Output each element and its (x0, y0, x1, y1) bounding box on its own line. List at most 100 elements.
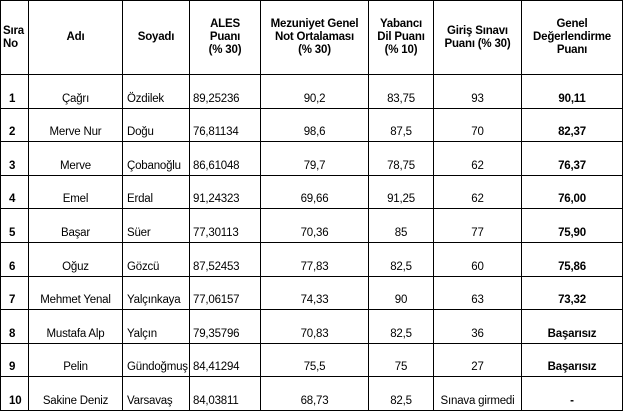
cell-gpa: 70,83 (260, 309, 369, 344)
header-line: Giriş Sınavı (447, 24, 508, 37)
cell-first-name: Oğuz (28, 241, 123, 277)
cell-ales: 76,81134 (189, 107, 261, 143)
cell-ales: 91,24323 (189, 174, 261, 210)
table-row: 3 Merve Çobanoğlu 86,61048 79,7 78,75 62… (0, 141, 623, 176)
cell-no: 6 (0, 241, 29, 277)
cell-last-name: Gündoğmuş (122, 342, 190, 378)
cell-overall: 75,86 (521, 241, 623, 277)
cell-last-name: Süer (122, 208, 190, 243)
header-line: Soyadı (137, 31, 175, 43)
cell-first-name: Sakine Deniz (28, 376, 123, 411)
cell-entrance: 36 (433, 309, 522, 344)
cell-last-name: Yalçınkaya (122, 275, 190, 311)
header-line: Dil Puanı (377, 31, 425, 43)
cell-no: 8 (0, 309, 29, 344)
header-line: Puanı (% 30) (444, 37, 511, 50)
cell-gpa: 69,66 (260, 174, 369, 210)
cell-first-name: Başar (28, 208, 123, 243)
cell-entrance: 93 (433, 74, 522, 109)
cell-ales: 84,41294 (189, 342, 261, 378)
cell-language: 90 (368, 275, 434, 311)
cell-entrance: 70 (433, 107, 522, 143)
cell-gpa: 68,73 (260, 376, 369, 411)
header-line: Puanı (556, 44, 588, 56)
cell-no: 3 (0, 141, 29, 176)
cell-last-name: Gözcü (122, 241, 190, 277)
cell-gpa: 79,7 (260, 141, 369, 176)
cell-language: 75 (368, 342, 434, 378)
cell-last-name: Varsavaş (122, 376, 190, 411)
header-line: Değerlendirme (533, 31, 611, 43)
cell-ales: 89,25236 (189, 74, 261, 109)
cell-first-name: Merve (28, 141, 123, 176)
table-row: 5 Başar Süer 77,30113 70,36 85 77 75,90 (0, 208, 623, 243)
cell-no: 9 (0, 342, 29, 378)
cell-overall: 76,00 (521, 174, 623, 210)
table-row: 8 Mustafa Alp Yalçın 79,35796 70,83 82,5… (0, 309, 623, 344)
header-row: Sıra No Adı Soyadı ALES Puanı (% 30) Mez… (0, 0, 623, 75)
cell-overall: Başarısız (521, 342, 623, 378)
cell-last-name: Özdilek (122, 74, 190, 109)
cell-overall: Başarısız (521, 309, 623, 344)
header-line: (% 30) (208, 44, 242, 56)
cell-ales: 79,35796 (189, 309, 261, 344)
cell-last-name: Doğu (122, 107, 190, 143)
header-line: Puanı (209, 31, 241, 43)
cell-entrance: 62 (433, 174, 522, 210)
header-line: ALES (210, 18, 240, 30)
cell-entrance: 63 (433, 275, 522, 311)
cell-gpa: 70,36 (260, 208, 369, 243)
cell-overall: 82,37 (521, 107, 623, 143)
cell-gpa: 74,33 (260, 275, 369, 311)
cell-first-name: Mehmet Yenal (28, 275, 123, 311)
cell-ales: 87,52453 (189, 241, 261, 277)
header-overall-score: Genel Değerlendirme Puanı (521, 0, 623, 75)
cell-gpa: 75,5 (260, 342, 369, 378)
cell-no: 1 (0, 74, 29, 109)
cell-entrance: 77 (433, 208, 522, 243)
cell-no: 2 (0, 107, 29, 143)
header-line: Mezuniyet Genel (270, 18, 359, 30)
cell-language: 78,75 (368, 141, 434, 176)
header-gpa: Mezuniyet Genel Not Ortalaması (% 30) (260, 0, 369, 75)
cell-first-name: Merve Nur (28, 107, 123, 143)
cell-no: 10 (0, 376, 29, 411)
cell-overall: 75,90 (521, 208, 623, 243)
table-row: 4 Emel Erdal 91,24323 69,66 91,25 62 76,… (0, 174, 623, 210)
cell-overall: - (521, 376, 623, 411)
cell-language: 85 (368, 208, 434, 243)
header-ales: ALES Puanı (% 30) (189, 0, 261, 75)
table-header: Sıra No Adı Soyadı ALES Puanı (% 30) Mez… (0, 0, 623, 75)
cell-no: 5 (0, 208, 29, 243)
cell-no: 4 (0, 174, 29, 210)
cell-last-name: Erdal (122, 174, 190, 210)
table-row: 9 Pelin Gündoğmuş 84,41294 75,5 75 27 Ba… (0, 342, 623, 378)
table-body: 1 Çağrı Özdilek 89,25236 90,2 83,75 93 9… (0, 74, 623, 411)
table-row: 10 Sakine Deniz Varsavaş 84,03811 68,73 … (0, 376, 623, 411)
cell-overall: 76,37 (521, 141, 623, 176)
table-row: 1 Çağrı Özdilek 89,25236 90,2 83,75 93 9… (0, 74, 623, 109)
cell-last-name: Yalçın (122, 309, 190, 344)
header-language: Yabancı Dil Puanı (% 10) (368, 0, 434, 75)
header-line: (% 10) (384, 44, 418, 56)
table-row: 7 Mehmet Yenal Yalçınkaya 77,06157 74,33… (0, 275, 623, 311)
header-entrance-exam: Giriş Sınavı Puanı (% 30) (433, 0, 522, 75)
cell-overall: 90,11 (521, 74, 623, 109)
header-line: Yabancı (379, 18, 423, 30)
cell-entrance: Sınava girmedi (433, 376, 522, 411)
cell-language: 87,5 (368, 107, 434, 143)
header-line: Genel (556, 18, 588, 30)
header-adi: Adı (28, 0, 123, 75)
cell-last-name: Çobanoğlu (122, 141, 190, 176)
header-soyadi: Soyadı (122, 0, 190, 75)
cell-language: 82,5 (368, 241, 434, 277)
cell-language: 82,5 (368, 376, 434, 411)
header-line: No (3, 37, 18, 50)
cell-language: 83,75 (368, 74, 434, 109)
cell-first-name: Çağrı (28, 74, 123, 109)
cell-entrance: 60 (433, 241, 522, 277)
header-sira-no: Sıra No (0, 0, 29, 75)
header-line: Not Ortalaması (274, 31, 354, 43)
